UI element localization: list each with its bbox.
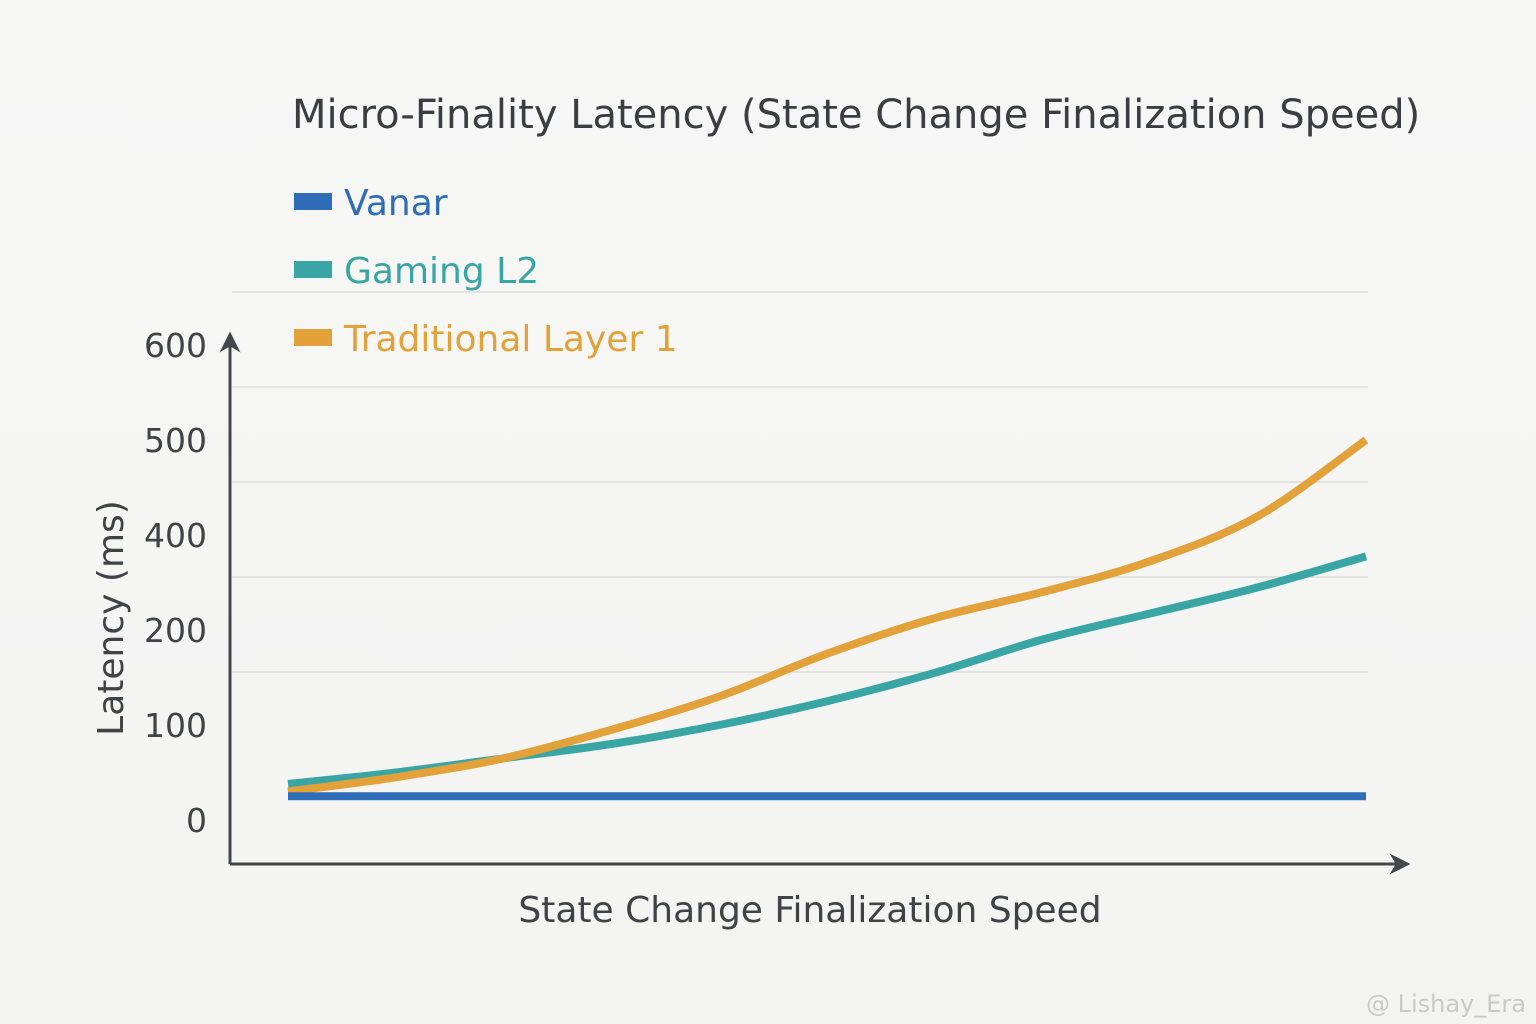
y-tick-label: 600	[144, 326, 207, 365]
legend-label-gaming-l2: Gaming L2	[344, 251, 539, 292]
legend-swatch-traditional-layer-1	[294, 329, 332, 346]
watermark: @ Lishay_Era	[1365, 990, 1526, 1018]
gridlines	[232, 291, 1368, 673]
y-tick-label: 200	[144, 611, 207, 650]
series-line-gaming-l2	[287, 552, 1368, 788]
legend-swatch-vanar	[294, 193, 332, 210]
y-tick-label: 500	[144, 421, 207, 460]
x-axis-label: State Change Finalization Speed	[518, 890, 1101, 931]
y-tick-label: 100	[144, 706, 207, 745]
y-tick-label: 0	[186, 801, 207, 840]
legend-label-traditional-layer-1: Traditional Layer 1	[343, 319, 678, 360]
y-axis-label: Latency (ms)	[91, 500, 132, 736]
series-layer	[287, 436, 1369, 801]
y-tick-labels: 0 100 200 400 500 600	[144, 326, 207, 840]
y-tick-label: 400	[144, 516, 207, 555]
legend-label-vanar: Vanar	[344, 183, 448, 224]
chart-title: Micro-Finality Latency (State Change Fin…	[292, 92, 1420, 138]
series-line-traditional-layer-1	[287, 436, 1369, 796]
legend-swatch-gaming-l2	[294, 261, 332, 278]
legend: Vanar Gaming L2 Traditional Layer 1	[294, 183, 678, 360]
